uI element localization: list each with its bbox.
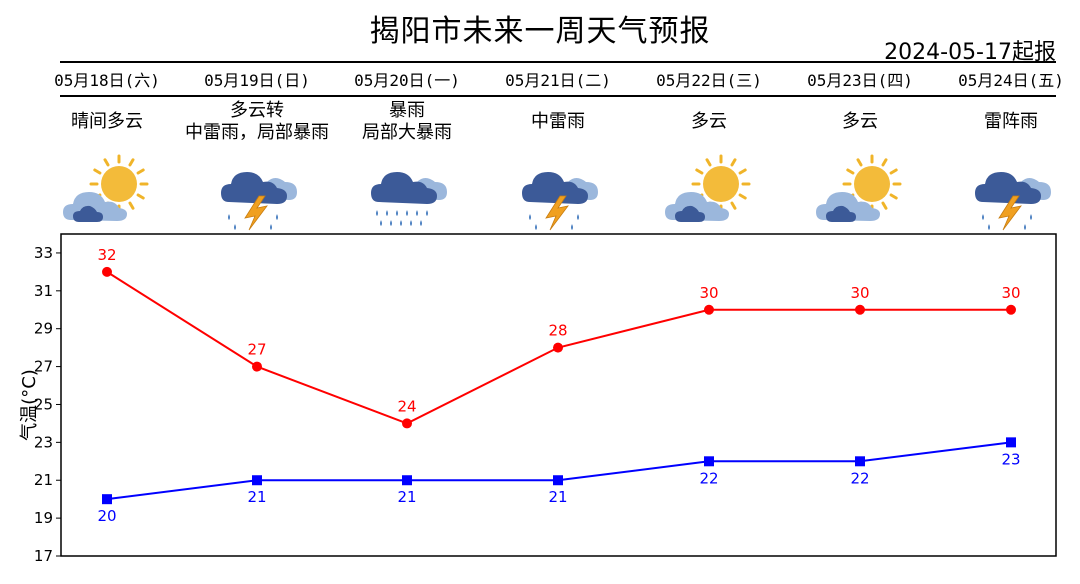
day-date: 05月19日(日) bbox=[204, 71, 310, 90]
data-label: 21 bbox=[247, 488, 266, 506]
data-label: 27 bbox=[247, 341, 266, 359]
data-point bbox=[402, 475, 412, 486]
weather-text-line: 局部大暴雨 bbox=[362, 122, 452, 143]
data-point bbox=[855, 456, 865, 467]
day-date: 05月23日(四) bbox=[807, 71, 913, 90]
day-date: 05月24日(五) bbox=[958, 71, 1064, 90]
weather-text-line: 暴雨 bbox=[389, 100, 425, 121]
day-date: 05月21日(二) bbox=[505, 71, 611, 90]
weather-text-line: 多云转 bbox=[230, 100, 284, 121]
partly-cloudy-sun-icon bbox=[63, 154, 149, 222]
day-date: 05月20日(一) bbox=[354, 71, 460, 90]
y-tick-label: 17 bbox=[34, 547, 53, 565]
partly-cloudy-sun-icon bbox=[665, 154, 751, 222]
heavy-rain-icon bbox=[371, 172, 447, 226]
data-label: 30 bbox=[850, 284, 869, 302]
y-tick-label: 19 bbox=[34, 509, 53, 527]
thunderstorm-icon bbox=[221, 172, 297, 231]
weather-text-line: 多云 bbox=[842, 111, 878, 132]
data-label: 22 bbox=[850, 469, 869, 487]
y-tick-label: 31 bbox=[34, 282, 53, 300]
weather-text-line: 多云 bbox=[691, 111, 727, 132]
data-point bbox=[704, 456, 714, 467]
y-tick-label: 33 bbox=[34, 244, 53, 262]
day-weather: 晴间多云 bbox=[22, 111, 192, 133]
plot-frame bbox=[60, 233, 1057, 557]
y-tick-label: 25 bbox=[34, 395, 53, 413]
day-weather: 暴雨 局部大暴雨 bbox=[322, 100, 492, 144]
data-point bbox=[252, 475, 262, 486]
data-label: 30 bbox=[1001, 284, 1020, 302]
weather-text-line: 中雷雨 bbox=[531, 111, 585, 132]
data-label: 32 bbox=[97, 246, 116, 264]
data-point bbox=[1006, 304, 1016, 315]
date-rule bbox=[60, 95, 1056, 97]
data-label: 20 bbox=[97, 507, 116, 525]
data-point bbox=[553, 342, 563, 353]
data-label: 24 bbox=[397, 397, 416, 415]
thunderstorm-icon bbox=[522, 172, 598, 231]
weather-text-line: 中雷雨，局部暴雨 bbox=[185, 122, 329, 143]
partly-cloudy-sun-icon bbox=[816, 154, 902, 222]
data-point bbox=[1006, 437, 1016, 448]
header-rule bbox=[60, 61, 1056, 63]
data-point bbox=[704, 304, 714, 315]
y-tick-label: 29 bbox=[34, 320, 53, 338]
day-weather: 多云转 中雷雨，局部暴雨 bbox=[172, 100, 342, 144]
data-point bbox=[102, 494, 112, 505]
day-date: 05月18日(六) bbox=[54, 71, 160, 90]
data-label: 30 bbox=[699, 284, 718, 302]
page-title: 揭阳市未来一周天气预报 bbox=[369, 14, 711, 49]
day-weather: 雷阵雨 bbox=[926, 111, 1080, 133]
data-label: 22 bbox=[699, 469, 718, 487]
y-tick-label: 21 bbox=[34, 471, 53, 489]
day-weather: 多云 bbox=[775, 111, 945, 133]
data-point bbox=[855, 304, 865, 315]
day-weather: 多云 bbox=[624, 111, 794, 133]
data-label: 21 bbox=[397, 488, 416, 506]
data-label: 21 bbox=[548, 488, 567, 506]
y-tick-label: 23 bbox=[34, 433, 53, 451]
thunderstorm-icon bbox=[975, 172, 1051, 231]
data-point bbox=[402, 418, 412, 429]
data-point bbox=[252, 361, 262, 372]
data-point bbox=[553, 475, 563, 486]
day-weather: 中雷雨 bbox=[473, 111, 643, 133]
weather-text-line: 雷阵雨 bbox=[984, 111, 1038, 132]
data-label: 28 bbox=[548, 322, 567, 340]
data-point bbox=[102, 266, 112, 277]
data-label: 23 bbox=[1001, 450, 1020, 468]
day-date: 05月22日(三) bbox=[656, 71, 762, 90]
weather-text-line: 晴间多云 bbox=[71, 111, 143, 132]
y-tick-label: 27 bbox=[34, 358, 53, 376]
issue-date: 2024-05-17起报 bbox=[884, 40, 1056, 65]
